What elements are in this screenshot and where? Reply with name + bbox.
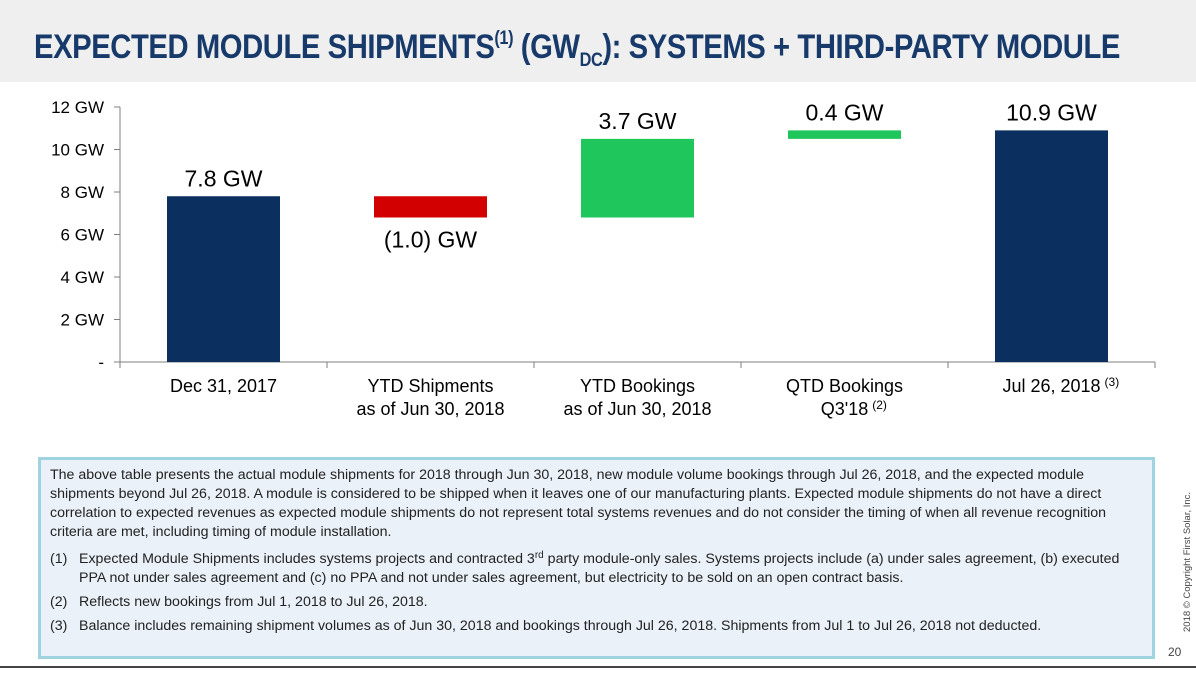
y-tick-label: 2 GW (61, 311, 104, 330)
title-rest: ): SYSTEMS + THIRD-PARTY MODULE (602, 28, 1120, 66)
slide-title: EXPECTED MODULE SHIPMENTS(1) (GWDC): SYS… (34, 28, 1120, 72)
data-label: 0.4 GW (806, 99, 884, 125)
bar (581, 138, 694, 218)
category-label: Q3'18 (821, 399, 868, 419)
footnote-1: (1) Expected Module Shipments includes s… (50, 550, 1142, 588)
page-number: 20 (1168, 645, 1182, 659)
y-tick-label: 10 GW (51, 141, 104, 160)
bar (788, 130, 901, 139)
bar (995, 130, 1108, 362)
footnote-1-sup: rd (534, 550, 544, 561)
footnote-3-number: (3) (50, 618, 68, 634)
title-main: EXPECTED MODULE SHIPMENTS (34, 28, 495, 66)
footnote-3: (3) Balance includes remaining shipment … (50, 617, 1142, 636)
footnote-3-text: Balance includes remaining shipment volu… (79, 618, 1042, 634)
category-label: Jul 26, 2018 (1002, 376, 1100, 396)
footnote-2: (2) Reflects new bookings from Jul 1, 20… (50, 593, 1142, 612)
category-label: YTD Bookings (580, 376, 695, 396)
footnote-2-number: (2) (50, 594, 68, 610)
data-label: 3.7 GW (599, 108, 677, 134)
footnote-1-text-b: party module-only sales. Systems project… (79, 551, 1120, 586)
notes-intro: The above table presents the actual modu… (50, 467, 1107, 540)
data-label: 10.9 GW (1006, 99, 1097, 125)
data-label: 7.8 GW (185, 165, 263, 191)
copyright-text: 2018 © Copyright First Solar, Inc. (1182, 491, 1193, 632)
title-unit-open: (GW (513, 28, 580, 66)
bottom-divider (0, 666, 1196, 668)
y-tick-label: 4 GW (61, 268, 104, 287)
title-footnote-ref: (1) (494, 28, 514, 49)
footnote-1-number: (1) (50, 551, 68, 567)
y-tick-label: - (98, 353, 104, 372)
footnote-1-text-a: Expected Module Shipments includes syste… (79, 551, 535, 567)
category-label: as of Jun 30, 2018 (563, 399, 711, 419)
title-unit-sub: DC (579, 50, 603, 71)
bar (374, 196, 487, 218)
category-label: Dec 31, 2017 (170, 376, 277, 396)
footnote-2-text: Reflects new bookings from Jul 1, 2018 t… (79, 594, 428, 610)
category-label: QTD Bookings (786, 376, 903, 396)
waterfall-chart: - 2 GW 4 GW 6 GW 8 GW 10 GW 12 GW 7.8 GW (1.0) G… (51, 98, 1156, 419)
category-label: YTD Shipments (367, 376, 493, 396)
y-tick-label: 8 GW (61, 183, 104, 202)
y-tick-label: 12 GW (51, 98, 104, 117)
notes-box: The above table presents the actual modu… (38, 457, 1155, 659)
data-label: (1.0) GW (384, 227, 478, 253)
y-tick-label: 6 GW (61, 226, 104, 245)
bar (167, 196, 280, 362)
category-footnote-ref: (2) (872, 398, 887, 412)
category-label: as of Jun 30, 2018 (356, 399, 504, 419)
title-band (0, 0, 1196, 82)
category-footnote-ref: (3) (1105, 375, 1120, 389)
